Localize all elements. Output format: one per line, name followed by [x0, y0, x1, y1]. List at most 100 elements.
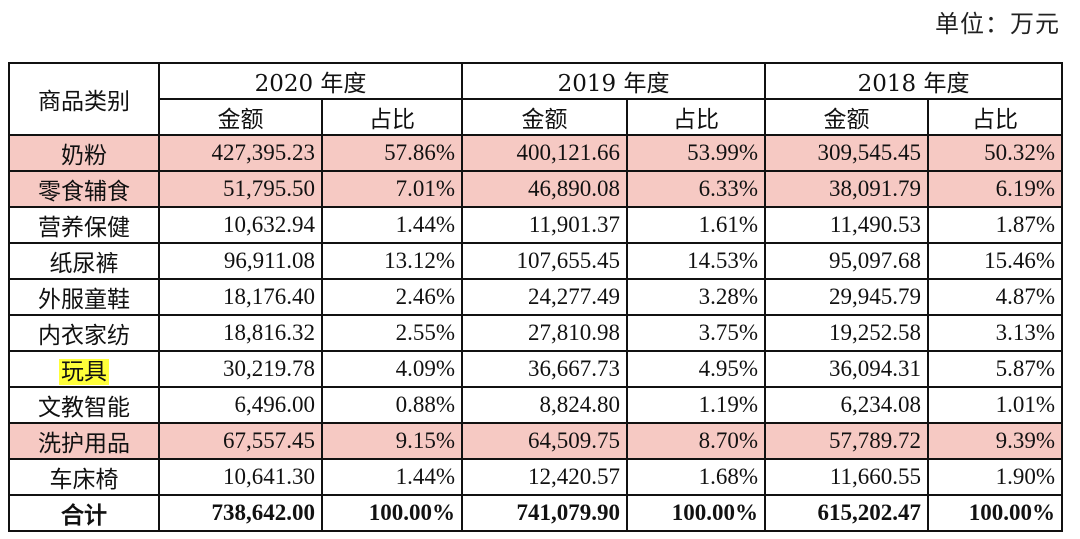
ratio-cell: 4.09%: [320, 350, 464, 388]
amount-cell: 46,890.08: [461, 170, 629, 208]
category-name: 营养保健: [8, 206, 160, 244]
amount-cell: 615,202.47: [764, 494, 930, 532]
table-row: 零食辅食 51,795.50 7.01% 46,890.08 6.33% 38,091.7…: [8, 170, 1064, 208]
amount-cell: 10,641.30: [158, 458, 323, 496]
category-name: 车床椅: [8, 458, 160, 496]
ratio-cell: 2.55%: [320, 314, 464, 352]
category-name: 奶粉: [8, 134, 160, 172]
amount-cell: 309,545.45: [764, 134, 930, 172]
table-row: 外服童鞋 18,176.40 2.46% 24,277.49 3.28% 29,945.7…: [8, 278, 1064, 316]
table-row: 奶粉 427,395.23 57.86% 400,121.66 53.99% 309,54…: [8, 134, 1064, 172]
amount-cell: 18,176.40: [158, 278, 323, 316]
amount-cell: 38,091.79: [764, 170, 930, 208]
amount-cell: 10,632.94: [158, 206, 323, 244]
amount-cell: 741,079.90: [461, 494, 629, 532]
ratio-cell: 100.00%: [927, 494, 1064, 532]
ratio-cell: 3.28%: [626, 278, 767, 316]
amount-header: 金额: [158, 98, 323, 136]
amount-cell: 24,277.49: [461, 278, 629, 316]
ratio-cell: 8.70%: [626, 422, 767, 460]
ratio-cell: 13.12%: [320, 242, 464, 280]
ratio-cell: 1.90%: [927, 458, 1064, 496]
amount-cell: 29,945.79: [764, 278, 930, 316]
amount-cell: 57,789.72: [764, 422, 930, 460]
amount-cell: 6,234.08: [764, 386, 930, 424]
table-row: 营养保健 10,632.94 1.44% 11,901.37 1.61% 11,490.5…: [8, 206, 1064, 244]
ratio-header: 占比: [626, 98, 767, 136]
ratio-cell: 3.13%: [927, 314, 1064, 352]
amount-cell: 67,557.45: [158, 422, 323, 460]
table-row: 内衣家纺 18,816.32 2.55% 27,810.98 3.75% 19,252.5…: [8, 314, 1064, 352]
amount-cell: 11,901.37: [461, 206, 629, 244]
amount-cell: 30,219.78: [158, 350, 323, 388]
ratio-cell: 1.19%: [626, 386, 767, 424]
ratio-cell: 14.53%: [626, 242, 767, 280]
ratio-cell: 6.19%: [927, 170, 1064, 208]
amount-cell: 6,496.00: [158, 386, 323, 424]
amount-cell: 12,420.57: [461, 458, 629, 496]
category-name: 外服童鞋: [8, 278, 160, 316]
category-name: 文教智能: [8, 386, 160, 424]
ratio-cell: 100.00%: [626, 494, 767, 532]
ratio-cell: 5.87%: [927, 350, 1064, 388]
ratio-cell: 1.68%: [626, 458, 767, 496]
ratio-header: 占比: [927, 98, 1064, 136]
amount-cell: 95,097.68: [764, 242, 930, 280]
product-category-table: 商品类别 2020 年度 2019 年度 2018 年度 金额 占比 金额 占比…: [8, 62, 1064, 532]
ratio-cell: 1.44%: [320, 206, 464, 244]
year-header-2019: 2019 年度: [461, 62, 767, 100]
amount-cell: 8,824.80: [461, 386, 629, 424]
amount-header: 金额: [461, 98, 629, 136]
total-row: 合计 738,642.00 100.00% 741,079.90 100.00% 615,…: [8, 494, 1064, 532]
ratio-cell: 1.44%: [320, 458, 464, 496]
category-header: 商品类别: [8, 62, 160, 136]
ratio-cell: 9.15%: [320, 422, 464, 460]
table-row: 纸尿裤 96,911.08 13.12% 107,655.45 14.53% 95,097…: [8, 242, 1064, 280]
amount-cell: 96,911.08: [158, 242, 323, 280]
amount-cell: 19,252.58: [764, 314, 930, 352]
ratio-cell: 2.46%: [320, 278, 464, 316]
ratio-cell: 3.75%: [626, 314, 767, 352]
table-row: 玩具 30,219.78 4.09% 36,667.73 4.95% 36,094.31 5…: [8, 350, 1064, 388]
amount-cell: 107,655.45: [461, 242, 629, 280]
header-row-years: 商品类别 2020 年度 2019 年度 2018 年度: [8, 62, 1064, 136]
table-row: 洗护用品 67,557.45 9.15% 64,509.75 8.70% 57,789.7…: [8, 422, 1064, 460]
amount-cell: 36,094.31: [764, 350, 930, 388]
table-row: 车床椅 10,641.30 1.44% 12,420.57 1.68% 11,660.55…: [8, 458, 1064, 496]
category-name: 零食辅食: [8, 170, 160, 208]
ratio-cell: 7.01%: [320, 170, 464, 208]
amount-cell: 18,816.32: [158, 314, 323, 352]
ratio-cell: 1.61%: [626, 206, 767, 244]
table-row: 文教智能 6,496.00 0.88% 8,824.80 1.19% 6,234.08 1.…: [8, 386, 1064, 424]
amount-cell: 11,490.53: [764, 206, 930, 244]
amount-cell: 11,660.55: [764, 458, 930, 496]
category-name: 洗护用品: [8, 422, 160, 460]
header-row-columns: 金额 占比 金额 占比 金额 占比: [9, 98, 1064, 136]
year-header-2020: 2020 年度: [157, 62, 464, 100]
highlighted-category-name: 玩具: [59, 359, 109, 385]
amount-cell: 427,395.23: [158, 134, 323, 172]
amount-header: 金额: [764, 98, 930, 136]
ratio-cell: 1.87%: [927, 206, 1064, 244]
category-name: 内衣家纺: [8, 314, 160, 352]
ratio-cell: 4.95%: [626, 350, 767, 388]
ratio-cell: 4.87%: [927, 278, 1064, 316]
amount-cell: 64,509.75: [461, 422, 629, 460]
total-label: 合计: [8, 494, 160, 532]
unit-label: 单位：万元: [935, 10, 1060, 38]
category-name: 玩具: [8, 350, 160, 388]
ratio-cell: 9.39%: [927, 422, 1064, 460]
ratio-cell: 6.33%: [626, 170, 767, 208]
amount-cell: 400,121.66: [461, 134, 629, 172]
ratio-cell: 1.01%: [927, 386, 1064, 424]
ratio-cell: 53.99%: [626, 134, 767, 172]
ratio-cell: 0.88%: [320, 386, 464, 424]
ratio-cell: 100.00%: [320, 494, 464, 532]
ratio-cell: 50.32%: [927, 134, 1064, 172]
amount-cell: 738,642.00: [158, 494, 323, 532]
year-header-2018: 2018 年度: [764, 62, 1064, 100]
amount-cell: 51,795.50: [158, 170, 323, 208]
ratio-cell: 15.46%: [927, 242, 1064, 280]
amount-cell: 36,667.73: [461, 350, 629, 388]
ratio-cell: 57.86%: [320, 134, 464, 172]
